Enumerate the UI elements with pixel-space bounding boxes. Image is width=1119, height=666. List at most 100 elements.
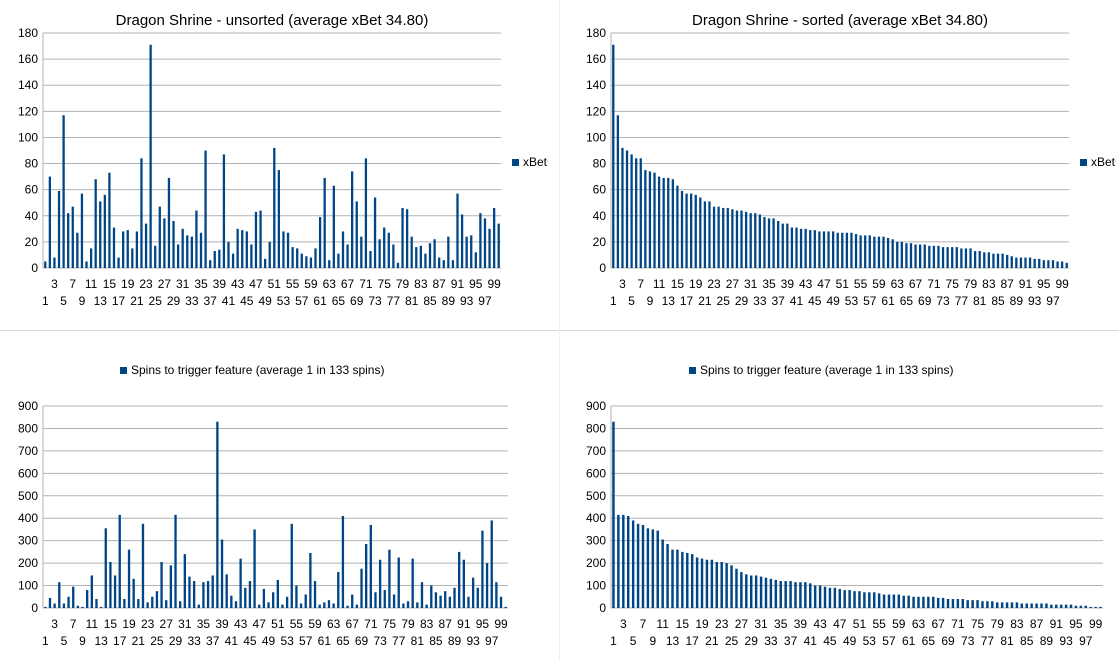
bar xyxy=(192,581,196,608)
x-tick-label: 81 xyxy=(405,294,419,308)
y-tick-label: 120 xyxy=(18,104,38,118)
bar xyxy=(886,237,890,268)
bar xyxy=(735,210,739,268)
x-tick-label: 89 xyxy=(1040,634,1054,648)
bar xyxy=(661,539,664,608)
bar xyxy=(346,244,349,268)
bar xyxy=(758,214,761,268)
x-tick-label: 79 xyxy=(401,617,415,631)
x-tick-label: 87 xyxy=(439,617,453,631)
bar xyxy=(1035,603,1038,608)
bar xyxy=(641,524,645,608)
y-tick-label: 20 xyxy=(593,235,607,249)
bar xyxy=(346,605,349,608)
bar xyxy=(267,602,270,608)
bar xyxy=(231,253,235,268)
bar xyxy=(995,602,999,608)
bar xyxy=(132,578,135,608)
bar xyxy=(651,529,655,608)
bar xyxy=(705,559,709,608)
y-tick-label: 200 xyxy=(18,556,38,570)
x-tick-label: 89 xyxy=(448,634,462,648)
bar xyxy=(448,596,452,608)
x-tick-label: 43 xyxy=(231,277,245,291)
x-tick-label: 87 xyxy=(1000,277,1014,291)
y-tick-label: 900 xyxy=(586,399,606,413)
bar xyxy=(681,551,684,608)
bar xyxy=(204,150,207,268)
bar xyxy=(626,515,630,608)
bar xyxy=(341,231,345,268)
bar xyxy=(1010,256,1013,268)
bar xyxy=(671,549,674,608)
x-tick-label: 75 xyxy=(383,617,397,631)
bar xyxy=(981,601,984,608)
bar xyxy=(1019,257,1023,268)
bar xyxy=(360,236,363,268)
x-tick-label: 9 xyxy=(649,634,656,648)
x-tick-label: 79 xyxy=(396,277,410,291)
x-tick-label: 83 xyxy=(982,277,996,291)
bar xyxy=(369,251,372,268)
x-tick-label: 45 xyxy=(243,634,257,648)
bar xyxy=(983,252,986,268)
y-tick-label: 100 xyxy=(18,579,38,593)
bar xyxy=(433,239,436,268)
bar xyxy=(625,150,629,268)
bar xyxy=(318,604,321,608)
bar xyxy=(710,559,714,608)
y-tick-label: 0 xyxy=(31,601,38,615)
bar xyxy=(666,544,669,608)
x-tick-label: 63 xyxy=(912,617,926,631)
bar xyxy=(964,248,968,268)
bar xyxy=(71,206,74,268)
bar xyxy=(262,588,266,608)
bar xyxy=(109,561,112,608)
bar xyxy=(490,520,493,608)
bar xyxy=(671,179,674,268)
bar xyxy=(784,581,787,608)
bar xyxy=(1001,253,1004,268)
bar xyxy=(917,596,920,608)
bar xyxy=(694,194,697,268)
x-tick-label: 53 xyxy=(845,294,859,308)
bar xyxy=(131,248,134,268)
bar xyxy=(53,257,56,268)
bar xyxy=(905,243,908,268)
bar xyxy=(258,604,261,608)
x-tick-label: 13 xyxy=(666,634,680,648)
x-tick-label: 41 xyxy=(804,634,818,648)
x-tick-label: 33 xyxy=(753,294,767,308)
y-tick-label: 40 xyxy=(593,209,607,223)
bar xyxy=(474,252,477,268)
x-tick-label: 89 xyxy=(1010,294,1024,308)
bar xyxy=(402,603,405,608)
x-tick-label: 99 xyxy=(487,277,501,291)
bar xyxy=(1040,603,1043,608)
bar xyxy=(81,606,84,608)
y-tick-label: 700 xyxy=(586,444,606,458)
x-tick-label: 13 xyxy=(662,294,676,308)
bar xyxy=(1020,603,1024,608)
bar xyxy=(86,590,89,608)
bar xyxy=(1099,606,1102,608)
x-tick-label: 83 xyxy=(1010,617,1024,631)
bar xyxy=(616,115,620,268)
bar xyxy=(146,602,149,608)
x-tick-label: 61 xyxy=(313,294,327,308)
x-tick-label: 75 xyxy=(946,277,960,291)
bar xyxy=(700,558,704,608)
bar xyxy=(48,597,52,608)
bar xyxy=(657,176,661,268)
bar xyxy=(646,528,650,608)
x-tick-label: 11 xyxy=(86,617,99,631)
bar xyxy=(183,554,186,608)
x-tick-label: 71 xyxy=(951,617,965,631)
bar xyxy=(868,592,871,608)
bar xyxy=(213,251,216,268)
bar xyxy=(227,241,230,268)
bar xyxy=(351,171,354,268)
legend-swatch xyxy=(689,367,696,374)
y-tick-label: 80 xyxy=(593,157,607,171)
bar xyxy=(1030,603,1033,608)
